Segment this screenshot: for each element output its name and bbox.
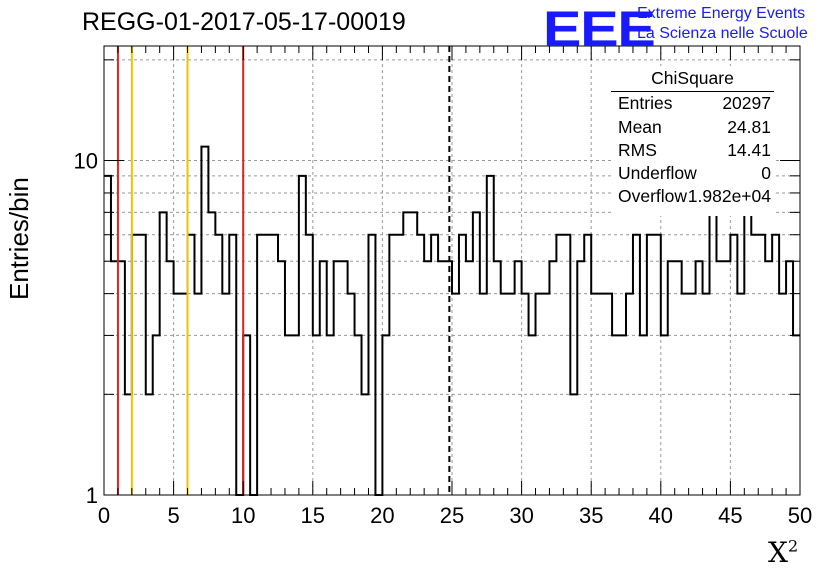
x-tick-label: 10	[231, 503, 255, 528]
grid-layer	[104, 46, 800, 495]
stats-value: 1.982e+04	[687, 186, 771, 206]
stats-row-mean: Mean 24.81	[618, 117, 771, 139]
stats-value: 14.41	[727, 140, 771, 160]
marker-lines-layer	[116, 46, 451, 495]
stats-row-rms: RMS 14.41	[618, 140, 771, 162]
chart-title: REGG-01-2017-05-17-00019	[82, 8, 406, 36]
x-tick-label: 0	[98, 503, 110, 528]
y-axis-label: Entries/bin	[4, 177, 34, 300]
stats-value: 24.81	[727, 117, 771, 137]
axis-layer: 0 5 10 15 20 25 30 35 40 45 50 1 10	[74, 45, 812, 528]
x-axis-label-superscript: 2	[787, 536, 799, 556]
logo-caption-line2: La Scienza nelle Scuole	[637, 25, 808, 42]
stats-row-overflow: Overflow 1.982e+04	[618, 186, 771, 208]
stats-box: ChiSquare Entries 20297 Mean 24.81 RMS 1…	[611, 66, 774, 216]
stats-key: RMS	[618, 140, 657, 160]
data-layer	[104, 145, 800, 496]
x-tick-label: 30	[509, 503, 533, 528]
x-tick-label: 15	[301, 503, 325, 528]
logo-caption-line1: Extreme Energy Events	[637, 5, 806, 22]
x-tick-label: 35	[579, 503, 603, 528]
x-tick-label: 5	[167, 503, 179, 528]
stats-key: Overflow	[618, 186, 688, 206]
x-tick-label: 40	[649, 503, 673, 528]
y-tick-label: 10	[74, 149, 98, 174]
x-tick-label: 20	[370, 503, 394, 528]
stats-title-divider	[611, 91, 774, 92]
x-axis-label-base: X	[768, 536, 788, 569]
stats-title: ChiSquare	[651, 68, 734, 88]
x-tick-label: 25	[440, 503, 464, 528]
stats-key: Mean	[618, 117, 662, 137]
histogram-series	[104, 145, 800, 496]
stats-key: Underflow	[618, 163, 697, 183]
x-tick-label: 50	[788, 503, 812, 528]
stats-key: Entries	[618, 93, 673, 113]
stats-value: 0	[761, 163, 771, 183]
stats-row-underflow: Underflow 0	[618, 163, 771, 185]
eee-logo: EEE	[543, 1, 656, 57]
stats-row-entries: Entries 20297	[618, 93, 771, 115]
x-tick-label: 45	[718, 503, 742, 528]
stats-value: 20297	[722, 93, 771, 113]
x-axis-label: X2	[768, 536, 798, 569]
y-tick-label: 1	[86, 483, 98, 508]
